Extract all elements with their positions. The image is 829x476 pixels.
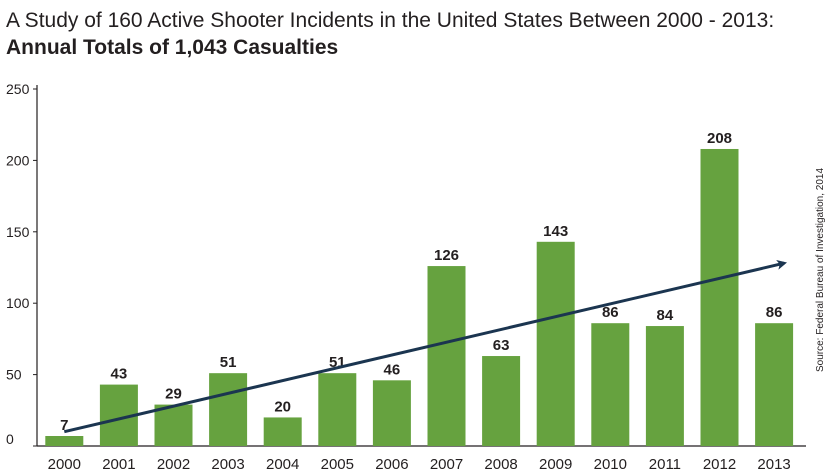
trend-arrow (63, 259, 788, 434)
bar-2007 (427, 266, 466, 446)
bar-2004 (263, 417, 302, 446)
data-label-2001: 43 (111, 366, 128, 383)
bar-2010 (591, 323, 630, 446)
x-tick-label: 2011 (649, 456, 681, 473)
x-tick-label: 2013 (757, 456, 790, 473)
y-tick-label: 50 (6, 367, 22, 383)
data-label-2000: 7 (60, 417, 68, 434)
y-tick-label: 150 (6, 224, 30, 240)
data-label-2013: 86 (766, 304, 783, 321)
chart-title: A Study of 160 Active Shooter Incidents … (6, 9, 775, 32)
bar-2008 (482, 356, 521, 446)
bar-2009 (536, 241, 575, 446)
bar-2005 (318, 373, 357, 446)
data-label-2008: 63 (493, 337, 510, 354)
y-tick-label: 250 (6, 81, 30, 97)
x-tick-label: 2010 (594, 456, 627, 473)
source-note: Source: Federal Bureau of Investigation,… (815, 168, 826, 372)
bar-2013 (755, 323, 794, 446)
data-label-2012: 208 (707, 130, 732, 147)
x-tick-label: 2001 (102, 456, 135, 473)
x-tick-label: 2009 (539, 456, 572, 473)
bar-2003 (209, 373, 248, 446)
data-label-2010: 86 (602, 304, 619, 321)
bars-layer (45, 148, 794, 446)
bar-2000 (45, 436, 84, 446)
bar-2012 (700, 148, 739, 446)
x-tick-label: 2002 (157, 456, 190, 473)
chart-subtitle: Annual Totals of 1,043 Casualties (6, 36, 339, 59)
x-tick-label: 2005 (321, 456, 354, 473)
x-tick-label: 2006 (375, 456, 408, 473)
data-label-2004: 20 (274, 398, 291, 415)
x-tick-label: 2004 (266, 456, 299, 473)
data-label-2007: 126 (434, 247, 459, 264)
x-tick-label: 2008 (484, 456, 517, 473)
data-label-2009: 143 (543, 223, 568, 240)
y-tick-label: 200 (6, 152, 30, 168)
x-tick-label: 2012 (703, 456, 736, 473)
data-label-2003: 51 (220, 354, 237, 371)
axes-layer: 0 50 100 150 200 250 2000 2001 2002 2003 2004 2005 2… (6, 81, 806, 473)
x-tick-label: 2003 (211, 456, 244, 473)
data-label-2002: 29 (165, 386, 182, 403)
bar-2002 (154, 404, 193, 446)
bar-2011 (645, 326, 684, 446)
y-tick-label: 100 (6, 295, 30, 311)
data-label-2011: 84 (657, 307, 674, 324)
trend-layer (63, 259, 788, 434)
y-tick-label: 0 (6, 431, 14, 447)
bar-2006 (372, 380, 411, 446)
x-tick-label: 2007 (430, 456, 463, 473)
x-tick-label: 2000 (48, 456, 81, 473)
data-label-2006: 46 (384, 361, 401, 378)
